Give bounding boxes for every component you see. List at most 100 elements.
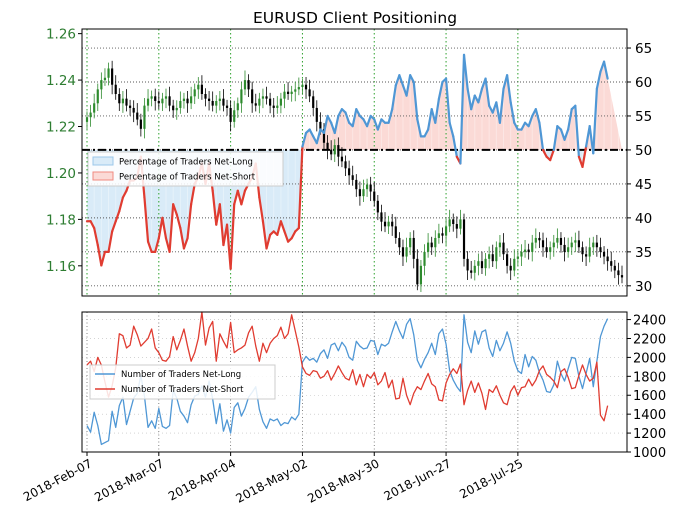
- candle-body: [369, 184, 372, 192]
- price-tick-label: 1.16: [46, 259, 76, 275]
- net-long-percent-segment: [477, 87, 484, 104]
- candle-body: [319, 121, 322, 129]
- candle-body: [258, 98, 261, 106]
- price-tick-label: 1.22: [46, 120, 76, 136]
- percent-tick-label: 35: [635, 245, 652, 261]
- candle-body: [340, 156, 344, 162]
- net-long-percent-segment: [301, 131, 308, 148]
- net-short-percent-segment: [240, 189, 247, 206]
- net-long-percent-segment: [322, 114, 329, 135]
- candle-body: [398, 237, 401, 248]
- legend-net-long-label: Percentage of Traders Net-Long: [119, 158, 253, 168]
- candle-body: [373, 191, 376, 201]
- date-tick-label: 2018-Apr-04: [166, 456, 238, 503]
- candle-body: [527, 249, 530, 252]
- net-short-percent-segment: [182, 237, 189, 250]
- net-long-percent-segment: [412, 80, 419, 121]
- count-tick-label: 1600: [633, 389, 666, 404]
- candle-body: [376, 200, 379, 213]
- candle-body: [462, 219, 466, 259]
- net-short-percent-segment: [233, 189, 239, 206]
- trader-count-panel: 1000 1200 1400 1600 1800 2000 2200 2400 2018-Feb…: [21, 311, 666, 506]
- candle-body: [470, 270, 473, 273]
- candle-body: [567, 247, 570, 252]
- candle-body: [265, 96, 268, 99]
- candle-body: [617, 270, 620, 276]
- candle-body: [516, 256, 519, 259]
- date-tick-label: 2018-Jun-27: [382, 456, 454, 503]
- net-long-percent-segment: [344, 111, 351, 124]
- candle-body: [570, 242, 573, 248]
- net-long-percent-segment: [365, 114, 372, 128]
- net-long-percent-segment: [527, 114, 534, 128]
- candle-body: [272, 105, 275, 108]
- net-short-percent-segment: [236, 189, 243, 206]
- net-short-percent-segment: [218, 203, 225, 247]
- price-axis: 1.16 1.18 1.20 1.22 1.24 1.26: [46, 27, 82, 275]
- candle-body: [218, 98, 221, 101]
- candle-body: [444, 226, 448, 236]
- candle-body: [495, 247, 498, 262]
- candle-body: [552, 242, 555, 248]
- candle-body: [344, 161, 347, 169]
- percent-tick-label: 60: [635, 75, 652, 91]
- candle-body: [387, 221, 390, 227]
- candle-body: [477, 261, 480, 266]
- candle-body: [412, 237, 415, 259]
- net-long-percent-segment: [376, 118, 383, 131]
- candle-body: [606, 256, 609, 262]
- price-tick-label: 1.26: [46, 27, 76, 43]
- candle-body: [251, 89, 254, 104]
- candle-body: [480, 261, 484, 269]
- candle-body: [531, 242, 534, 252]
- candle-body: [286, 91, 290, 95]
- candle-body: [455, 224, 458, 229]
- net-short-percent-segment: [190, 182, 196, 206]
- top-frame: [81, 28, 628, 297]
- candle-body: [254, 103, 257, 106]
- legend-net-long-count-label: Number of Traders Net-Long: [121, 370, 241, 380]
- net-long-percent-segment: [448, 121, 455, 138]
- candle-body: [204, 94, 207, 99]
- net-long-percent-segment-group: [85, 53, 609, 270]
- net-short-area: [302, 54, 622, 150]
- date-tick-label: 2018-May-30: [305, 456, 381, 505]
- candle-body: [89, 112, 92, 118]
- candle-body: [416, 258, 419, 285]
- candle-body: [175, 107, 178, 111]
- net-long-percent-segment: [498, 87, 505, 124]
- candle-body: [577, 240, 581, 248]
- net-short-percent-segment: [211, 189, 218, 226]
- candle-body: [179, 100, 182, 108]
- candle-body: [437, 233, 440, 238]
- candle-body: [488, 254, 491, 259]
- count-tick-label: 2000: [633, 351, 666, 366]
- net-short-percent-segment: [261, 220, 268, 250]
- candle-body: [118, 94, 121, 104]
- net-long-percent-segment: [466, 87, 473, 111]
- candle-body: [401, 247, 405, 257]
- percent-tick-label: 50: [635, 143, 652, 159]
- candle-body: [484, 258, 487, 269]
- candle-body: [211, 100, 214, 106]
- candle-body: [556, 237, 559, 243]
- candle-body: [233, 110, 236, 122]
- net-short-percent-segment: [265, 233, 272, 250]
- candle-body: [355, 179, 358, 190]
- candle-body: [383, 221, 387, 227]
- candle-body: [326, 142, 329, 150]
- net-long-percent-segment: [394, 74, 401, 87]
- net-long-percent-segment: [437, 80, 444, 101]
- candle-body: [193, 89, 196, 97]
- candle-body: [574, 240, 577, 243]
- candle-body: [157, 100, 160, 104]
- net-long-percent-segment: [391, 84, 397, 111]
- candle-body: [409, 237, 412, 248]
- candle-body: [315, 107, 318, 122]
- candle-body: [365, 184, 369, 190]
- net-long-percent-segment: [538, 121, 545, 152]
- net-long-percent-segment: [423, 128, 430, 138]
- net-long-percent-segment: [337, 108, 344, 118]
- net-long-percent-segment: [315, 128, 322, 145]
